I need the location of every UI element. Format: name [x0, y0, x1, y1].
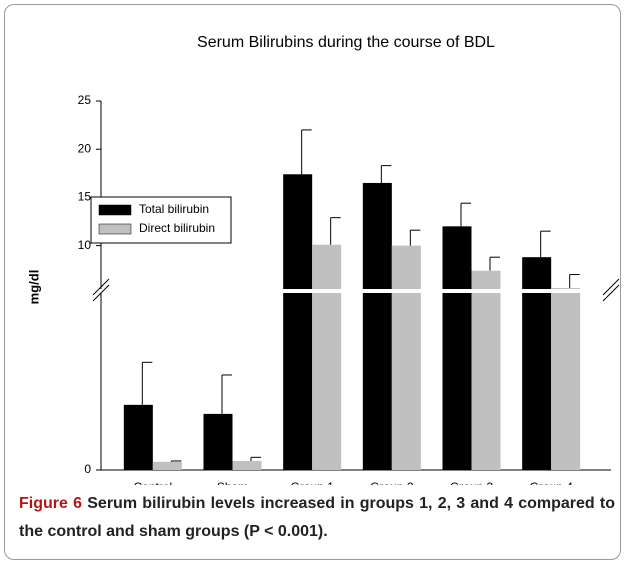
bar — [152, 461, 182, 470]
y-tick-label: 15 — [78, 190, 92, 204]
axis-break-mark — [92, 278, 110, 296]
bar — [551, 288, 581, 470]
legend-box — [90, 196, 232, 244]
bar — [283, 174, 313, 470]
caption: Figure 6 Serum bilirubin levels increase… — [19, 490, 615, 546]
y-tick-label: 10 — [78, 238, 92, 252]
axis-break-mark — [602, 278, 620, 296]
legend-swatch — [98, 223, 132, 235]
x-tick-label: Group 4 — [529, 480, 573, 485]
y-tick-label: 25 — [78, 93, 92, 107]
legend-swatch — [98, 204, 132, 216]
bar — [391, 245, 421, 470]
bar — [362, 182, 392, 470]
bar — [312, 244, 342, 470]
x-tick-label: Group 1 — [290, 480, 334, 485]
chart: Serum Bilirubins during the course of BD… — [26, 34, 620, 485]
bar — [203, 413, 233, 470]
bar — [471, 270, 501, 470]
x-tick-label: Group 2 — [370, 480, 414, 485]
legend-label: Direct bilirubin — [139, 221, 215, 235]
y-tick-label: 20 — [78, 141, 92, 155]
axis-break-mark — [92, 284, 110, 302]
y-axis-label: mg/dl — [26, 270, 41, 305]
bar — [232, 460, 262, 470]
bar — [123, 404, 153, 470]
legend-label: Total bilirubin — [139, 202, 209, 216]
y-tick-label: 0 — [84, 462, 91, 476]
figure-frame: Serum Bilirubins during the course of BD… — [4, 4, 621, 560]
x-tick-label: Control — [133, 480, 172, 485]
caption-label: Figure 6 — [19, 495, 83, 512]
bar — [442, 226, 472, 470]
chart-title: Serum Bilirubins during the course of BD… — [197, 34, 495, 51]
caption-text: Serum bilirubin levels increased in grou… — [19, 495, 615, 540]
x-tick-label: Group 3 — [450, 480, 494, 485]
x-tick-label: Sham — [217, 480, 248, 485]
axis-break-mark — [602, 284, 620, 302]
